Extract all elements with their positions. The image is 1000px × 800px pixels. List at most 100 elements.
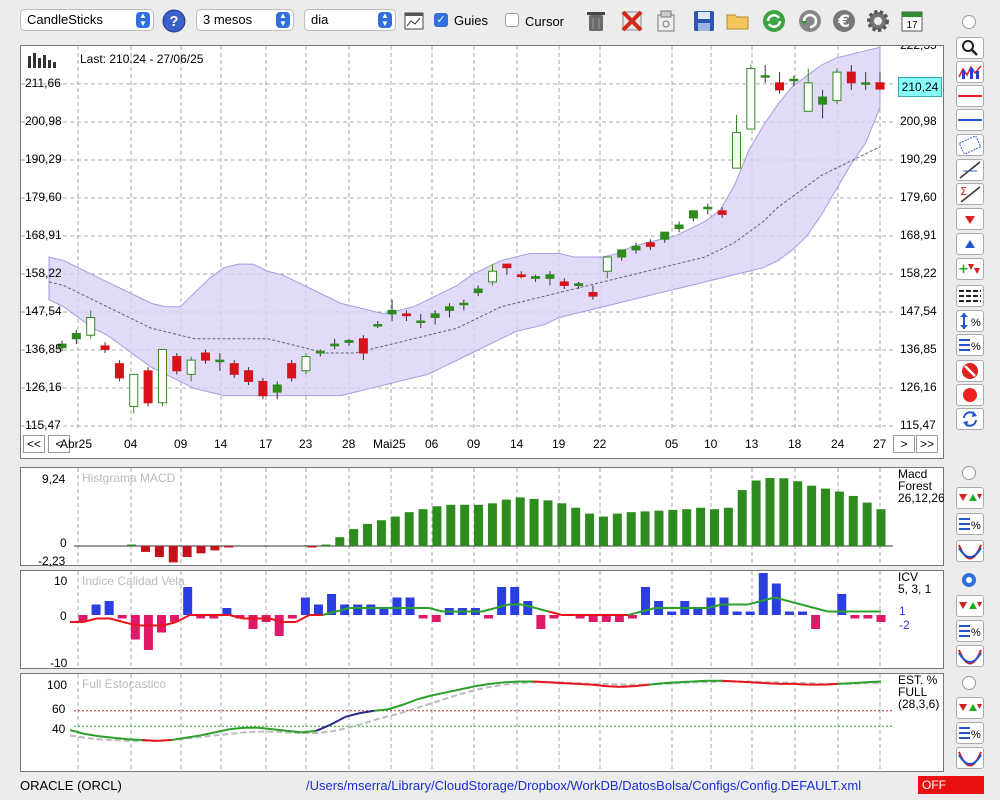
config-path-link[interactable]: /Users/mserra/Library/CloudStorage/Dropb… bbox=[306, 778, 862, 793]
cursor-checkbox[interactable] bbox=[505, 13, 519, 27]
macd-arrows-button[interactable] bbox=[956, 487, 984, 509]
icv-y-min: -10 bbox=[50, 656, 68, 670]
candle-body bbox=[215, 359, 225, 363]
trash-button[interactable] bbox=[582, 7, 610, 35]
icv-signal-line bbox=[269, 617, 283, 623]
icv-bar bbox=[850, 615, 860, 619]
icv-bar bbox=[300, 597, 310, 615]
candle-body bbox=[660, 231, 670, 240]
stoch-arrows-button[interactable] bbox=[956, 697, 984, 719]
open-folder-button[interactable] bbox=[724, 7, 752, 35]
icv-y-max: 10 bbox=[54, 574, 68, 588]
stoch-k-line bbox=[837, 682, 853, 685]
macd-curves-button[interactable] bbox=[956, 540, 984, 562]
indicators-button[interactable] bbox=[956, 61, 984, 83]
icv-panel-radio[interactable] bbox=[962, 573, 976, 587]
nav-last-button[interactable]: >> bbox=[916, 435, 938, 453]
trendline-icon bbox=[959, 161, 981, 179]
channel-button[interactable] bbox=[956, 134, 984, 156]
icv-curves-button[interactable] bbox=[956, 645, 984, 667]
svg-text:%: % bbox=[971, 627, 981, 639]
icv-bar bbox=[627, 615, 637, 619]
currency-button[interactable]: € bbox=[830, 7, 858, 35]
stop-button[interactable] bbox=[956, 360, 984, 382]
stoch-k-line bbox=[258, 726, 273, 731]
archive-button[interactable] bbox=[652, 7, 680, 35]
icv-percent-button[interactable]: % bbox=[956, 620, 984, 642]
macd-percent-button[interactable]: % bbox=[956, 513, 984, 535]
red-hline-icon bbox=[958, 95, 982, 97]
icv-signal-line bbox=[628, 610, 642, 616]
price-axis-label-left: 179,60 bbox=[25, 190, 62, 205]
date-axis-label: 27 bbox=[873, 437, 887, 451]
percent-range-icon: % bbox=[960, 313, 981, 329]
price-axis-label-right: 179,60 bbox=[900, 190, 937, 205]
guides-checkbox[interactable]: ✓ bbox=[434, 13, 448, 27]
stoch-curves-button[interactable] bbox=[956, 747, 984, 769]
grid-lines-button[interactable] bbox=[956, 285, 984, 307]
icv-bar bbox=[536, 615, 546, 629]
save-button[interactable] bbox=[690, 7, 718, 35]
stoch-k-line bbox=[678, 680, 693, 684]
macd-bar bbox=[307, 546, 317, 548]
off-status-badge[interactable]: OFF bbox=[918, 776, 984, 794]
settings-button[interactable] bbox=[864, 7, 892, 35]
chart-type-select[interactable]: CandleSticks ▲ ▼ bbox=[20, 9, 154, 31]
macd-bar bbox=[598, 516, 608, 546]
macd-label: Macd bbox=[898, 467, 928, 481]
macd-bar bbox=[196, 546, 206, 554]
price-axis-label-left: 211,66 bbox=[25, 76, 61, 90]
main-panel-radio[interactable] bbox=[962, 15, 976, 29]
stoch-percent-button[interactable]: % bbox=[956, 722, 984, 744]
stoch-k-line bbox=[765, 682, 780, 685]
date-axis-label: 23 bbox=[299, 437, 313, 451]
nav-prev-button[interactable]: < bbox=[48, 435, 70, 453]
arrow-down-button[interactable] bbox=[956, 208, 984, 230]
blue-line-button[interactable] bbox=[956, 109, 984, 131]
nav-first-button[interactable]: << bbox=[23, 435, 45, 453]
grid-lines-icon bbox=[959, 290, 981, 302]
candle-body bbox=[488, 270, 498, 283]
red-line-button[interactable] bbox=[956, 85, 984, 107]
percent-lines-button[interactable]: % bbox=[956, 334, 984, 356]
macd-panel-radio[interactable] bbox=[962, 466, 976, 480]
help-button[interactable]: ? bbox=[160, 7, 188, 35]
icv-arrows-button[interactable] bbox=[956, 595, 984, 617]
fibonacci-button[interactable]: Σ bbox=[956, 183, 984, 205]
nav-next-button[interactable]: > bbox=[893, 435, 915, 453]
trendline-button[interactable] bbox=[956, 159, 984, 181]
arrow-up-button[interactable] bbox=[956, 233, 984, 255]
candle-body bbox=[358, 338, 368, 354]
icv-signal-line bbox=[428, 607, 443, 613]
interval-select[interactable]: dia ▲ ▼ bbox=[304, 9, 396, 31]
macd-bar bbox=[432, 506, 442, 546]
reload-data-button[interactable] bbox=[796, 7, 824, 35]
calendar-button[interactable]: 17 bbox=[898, 7, 926, 35]
chart-window-button[interactable] bbox=[400, 7, 428, 35]
swap-button[interactable] bbox=[956, 408, 984, 430]
refresh-button[interactable] bbox=[760, 7, 788, 35]
record-button[interactable] bbox=[956, 384, 984, 406]
macd-bar bbox=[640, 511, 650, 546]
macd-bar bbox=[751, 480, 761, 546]
candle-body bbox=[172, 356, 182, 372]
candle-body bbox=[502, 263, 512, 269]
icv-bar bbox=[732, 611, 742, 615]
stoch-k-line bbox=[547, 681, 563, 685]
icv-bar bbox=[222, 608, 232, 615]
period-select[interactable]: 3 mesos ▲ ▼ bbox=[196, 9, 294, 31]
price-axis-label-left: 190,29 bbox=[25, 152, 62, 167]
bars-icon bbox=[28, 53, 56, 68]
calendar-icon: 17 bbox=[901, 11, 923, 32]
delete-button[interactable] bbox=[618, 7, 646, 35]
percent-range-button[interactable]: % bbox=[956, 310, 984, 332]
zoom-button[interactable] bbox=[956, 37, 984, 59]
icv-bar bbox=[667, 611, 677, 615]
price-axis-label-right: 126,16 bbox=[900, 380, 937, 395]
macd-bar bbox=[404, 512, 414, 546]
stoch-k-line bbox=[794, 682, 809, 686]
add-buy-sell-button[interactable]: + bbox=[956, 258, 984, 280]
stoch-k-line bbox=[475, 682, 491, 688]
date-axis-label: 17 bbox=[259, 437, 273, 451]
stoch-panel-radio[interactable] bbox=[962, 676, 976, 690]
